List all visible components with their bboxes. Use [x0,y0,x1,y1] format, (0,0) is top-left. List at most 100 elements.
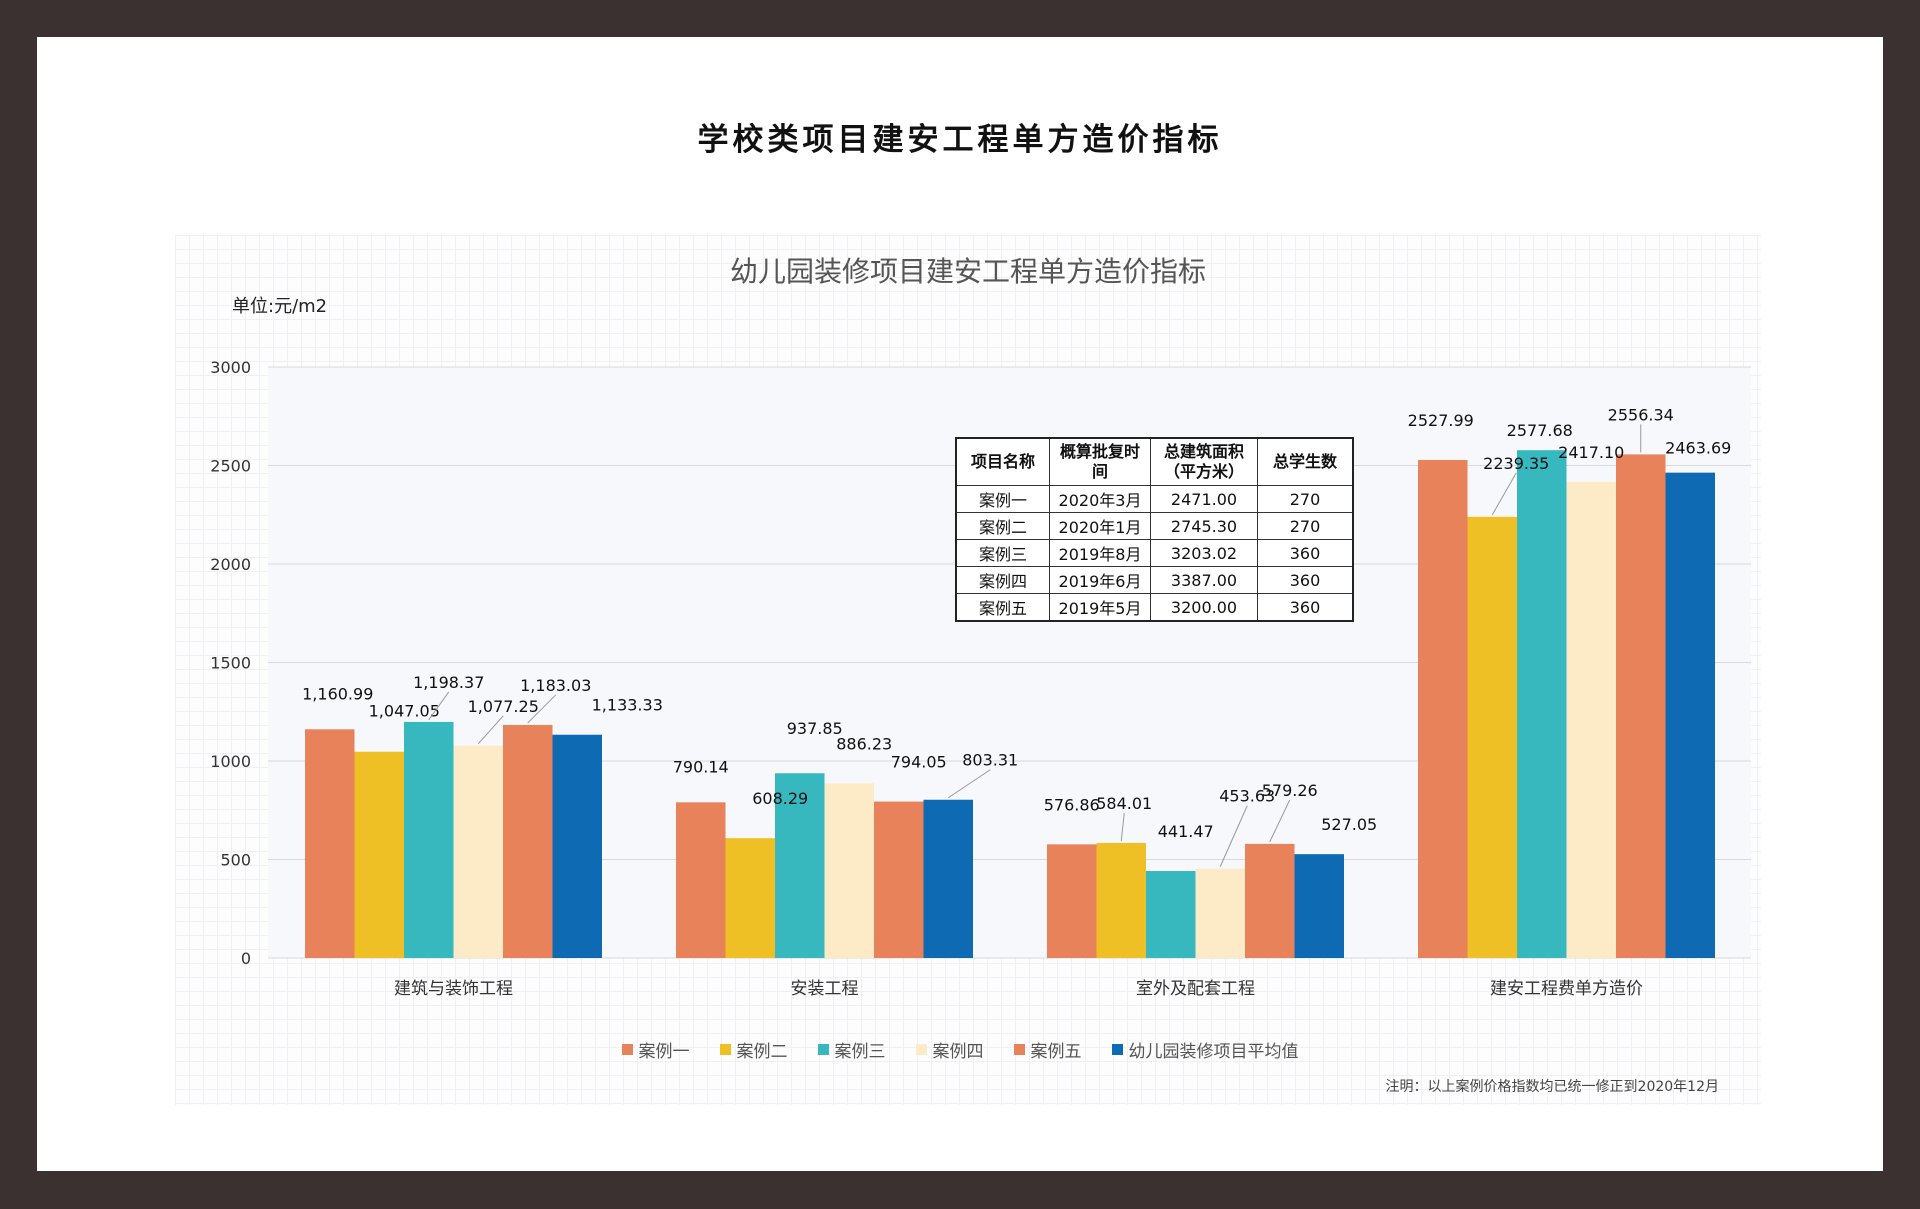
legend-item: 案例一 [621,1037,690,1062]
table-header-cell: 概算批复时间 [1049,437,1151,486]
data-label: 2239.35 [1483,454,1549,473]
table-row: 案例四 2019年6月 3387.00 360 [955,566,1354,594]
legend-item: 案例五 [1013,1037,1082,1062]
y-tick-label: 500 [220,851,251,870]
data-label: 937.85 [787,719,843,738]
data-label: 1,077.25 [468,697,539,716]
legend-item: 案例四 [915,1037,984,1062]
table-cell: 案例一 [955,485,1050,513]
legend-label: 案例三 [834,1041,886,1062]
label-leader-line [1120,812,1125,842]
legend-swatch [1111,1043,1123,1055]
legend-swatch [817,1043,829,1055]
table-cell: 案例三 [955,539,1050,567]
bar [552,734,602,958]
legend-item: 幼儿园装修项目平均值 [1111,1037,1299,1062]
bar [1566,481,1616,958]
label-leader-line [527,694,557,724]
table-cell: 案例二 [955,512,1050,540]
data-label: 441.47 [1158,822,1214,841]
y-tick-label: 1500 [210,654,251,673]
legend-label: 幼儿园装修项目平均值 [1128,1041,1299,1062]
bar [404,721,454,958]
bar [725,838,775,958]
table-cell: 2019年6月 [1049,566,1151,594]
table-cell: 360 [1257,539,1354,567]
data-label: 608.29 [752,789,808,808]
y-tick-label: 3000 [210,358,251,377]
bar [1616,454,1666,958]
data-label: 1,198.37 [413,673,484,692]
bar [1665,472,1715,958]
bar [676,802,726,958]
table-cell: 案例四 [955,566,1050,594]
table-cell: 2471.00 [1150,485,1258,513]
unit-label: 单位:元/m2 [232,296,327,317]
table-cell: 270 [1257,485,1354,513]
label-leader-line [947,769,991,799]
label-leader-line [1269,799,1291,843]
y-tick-label: 2000 [210,555,251,574]
data-label: 2527.99 [1408,411,1474,430]
table-cell: 3200.00 [1150,593,1258,622]
data-label: 2463.69 [1665,439,1731,458]
bar [1467,516,1517,958]
bar [824,783,874,958]
data-label: 453.63 [1219,787,1275,806]
y-tick-label: 2500 [210,457,251,476]
table-cell: 2020年3月 [1049,485,1151,513]
table-row: 案例五 2019年5月 3200.00 360 [955,593,1354,622]
data-label: 886.23 [836,734,892,753]
chart-card: 幼儿园装修项目建安工程单方造价指标 单位:元/m2 0 500 1000 1500 20… [175,235,1761,1105]
table-cell: 2745.30 [1150,512,1258,540]
table-cell: 3387.00 [1150,566,1258,594]
bar [1245,843,1295,958]
label-leader-line [477,715,504,745]
legend-item: 案例二 [719,1037,788,1062]
chart-title: 幼儿园装修项目建安工程单方造价指标 [730,255,1206,288]
bar [503,724,553,958]
case-info-table: 项目名称 概算批复时间 总建筑面积（平方米） 总学生数 案例一 2020年3月 … [955,437,1354,622]
footnote: 注明：以上案例价格指数均已统一修正到2020年12月 [1385,1079,1719,1095]
table-row: 案例一 2020年3月 2471.00 270 [955,485,1354,513]
legend-swatch [1013,1043,1025,1055]
bar [923,799,973,958]
table-cell: 270 [1257,512,1354,540]
legend-swatch [719,1043,731,1055]
data-label: 1,183.03 [520,676,591,695]
x-tick-label: 安装工程 [791,979,859,999]
label-leader-line [1491,472,1517,516]
data-label: 527.05 [1321,815,1377,834]
data-label: 2417.10 [1558,443,1624,462]
table-cell: 2019年5月 [1049,593,1151,622]
table-cell: 2019年8月 [1049,539,1151,567]
table-cell: 3203.02 [1150,539,1258,567]
data-label: 2577.68 [1507,421,1573,440]
bar [1517,450,1567,958]
legend-label: 案例一 [638,1041,690,1062]
x-tick-label: 室外及配套工程 [1136,979,1255,999]
bar-chart: 幼儿园装修项目建安工程单方造价指标 单位:元/m2 0 500 1000 1500 20… [210,255,1751,999]
table-cell: 360 [1257,566,1354,594]
table-cell: 2020年1月 [1049,512,1151,540]
data-label: 1,160.99 [302,684,373,703]
bar [453,745,503,958]
y-tick-label: 1000 [210,752,251,771]
legend-label: 案例四 [932,1041,984,1062]
bar [1096,842,1146,958]
data-label: 576.86 [1044,795,1100,814]
legend-swatch [915,1043,927,1055]
table-cell: 360 [1257,593,1354,622]
data-label: 790.14 [673,757,729,776]
table-cell: 案例五 [955,593,1050,622]
table-row: 案例二 2020年1月 2745.30 270 [955,512,1354,540]
legend-label: 案例五 [1030,1041,1082,1062]
data-label: 1,047.05 [369,702,440,721]
bar [305,729,355,958]
data-label: 803.31 [962,751,1018,770]
bar [1418,459,1468,958]
bar [1195,868,1245,958]
label-leader-line [1219,805,1248,867]
data-label: 794.05 [891,753,947,772]
document-title: 学校类项目建安工程单方造价指标 [697,122,1223,158]
